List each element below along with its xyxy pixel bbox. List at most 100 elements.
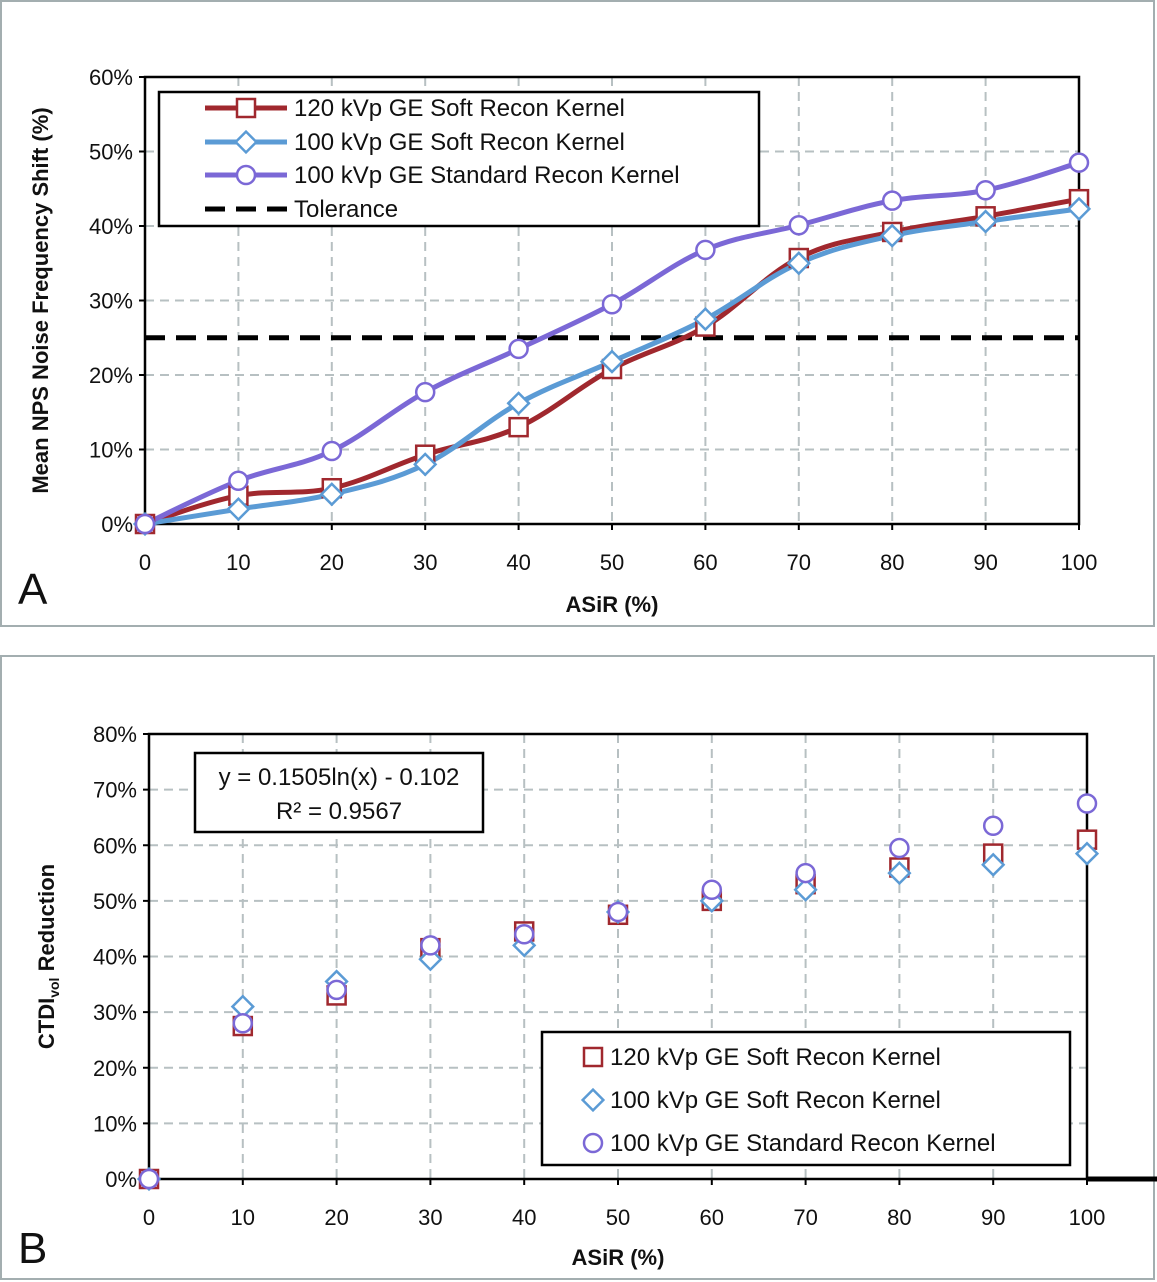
legend-label: 120 kVp GE Soft Recon Kernel [294,95,625,122]
chart-a-y-tick-label: 60% [89,65,133,90]
y-axis-title-main: CTDI [34,998,59,1049]
legend-label: 100 kVp GE Standard Recon Kernel [610,1130,996,1157]
data-point-series-3 [975,179,996,201]
data-point-series-3 [1076,793,1098,814]
chart-a-x-tick-label: 60 [693,550,717,575]
chart-b-svg: 0 10 20 30 40 50 60 70 80 90 100 0% 10% 20% 30% 40% 50% 6… [18,722,1157,1273]
data-point-series-2 [1074,841,1100,866]
chart-b-x-tick-label: 90 [981,1205,1005,1230]
chart-a-x-tick-label: 0 [139,550,151,575]
chart-b-x-tick-label: 50 [606,1205,630,1230]
data-point-series-2 [599,349,625,374]
data-point-series-2 [880,223,905,248]
data-point-series-3 [321,440,343,462]
chart-b-y-tick-label: 80% [93,722,137,747]
data-point-series-2 [793,877,818,902]
data-point-series-2 [506,391,531,416]
data-point-series-3 [513,924,535,945]
data-point-series-3 [326,979,347,1001]
data-point-series-3 [701,879,723,900]
data-point-series-2 [973,209,998,234]
data-point-series-3 [695,239,716,261]
chart-b-y-tick-label: 40% [93,945,137,970]
data-point-series-3 [881,190,903,211]
chart-b-y-tick-label: 30% [93,1000,137,1025]
chart-b-x-tick-label: 40 [512,1205,536,1230]
chart-b-x-tick-label: 100 [1069,1205,1106,1230]
data-point-series-3 [982,815,1004,837]
chart-panel-b: 0 10 20 30 40 50 60 70 80 90 100 0% 10% 20% 30% 40% 50% 6… [0,655,1157,1280]
chart-a-x-tick-label: 80 [880,550,904,575]
data-point-series-3 [601,293,623,315]
chart-a-x-tick-label: 70 [787,550,811,575]
legend-marker-3 [582,1132,604,1154]
chart-b-y-tick-label: 50% [93,889,137,914]
data-point-series-3 [138,1168,160,1190]
trendline-equation-box [193,751,485,834]
data-point-series-2 [981,852,1006,877]
y-axis-title-rest: Reduction [34,864,59,978]
legend-box-b [540,1030,1072,1167]
data-point-series-3 [414,381,436,403]
legend-label: 120 kVp GE Soft Recon Kernel [610,1044,941,1071]
chart-b-x-tick-label: 0 [143,1205,155,1230]
data-point-series-3 [420,935,441,956]
chart-a-x-tick-label: 90 [973,550,997,575]
chart-a-x-tick-label: 50 [600,550,624,575]
data-point-series-2 [319,482,344,507]
data-point-series-2 [226,496,251,522]
data-point-series-3 [232,1013,254,1034]
legend-label: 100 kVp GE Soft Recon Kernel [610,1087,941,1114]
y-axis-title-subscript: vol [46,978,62,998]
trendline-equation: y = 0.1505ln(x) - 0.102 [219,764,460,791]
data-point-series-3 [607,901,629,923]
x-axis-title-a: ASiR (%) [566,592,659,617]
chart-b-y-tick-label: 60% [93,833,137,858]
chart-a-x-tick-label: 100 [1061,550,1098,575]
chart-b-y-tick-label: 10% [93,1111,137,1136]
chart-a-x-tick-label: 40 [506,550,530,575]
legend-label: Tolerance [294,196,398,223]
chart-a-y-tick-label: 50% [89,140,133,165]
chart-a-y-tick-label: 30% [89,289,133,314]
chart-a-svg: 0 10 20 30 40 50 60 70 80 90 100 0% 10% 20% 30% 40% 50% 6… [18,65,1098,617]
y-axis-title-a: Mean NPS Noise Frequency Shift (%) [28,107,53,493]
data-point-series-3 [1068,152,1090,173]
legend-label: 100 kVp GE Standard Recon Kernel [294,162,680,189]
chart-b-x-tick-label: 80 [887,1205,911,1230]
legend-marker-1 [582,1046,604,1068]
data-point-series-2 [887,860,912,886]
chart-a-y-tick-label: 10% [89,438,133,463]
legend-marker-1 [235,97,257,119]
chart-a-x-tick-label: 10 [226,550,250,575]
chart-a-x-tick-label: 20 [320,550,344,575]
data-point-series-3 [508,338,529,360]
data-point-series-3 [134,513,156,535]
data-point-series-3 [889,837,910,859]
data-point-series-3 [228,470,249,492]
legend-marker-2 [580,1087,606,1113]
chart-b-x-tick-label: 10 [231,1205,255,1230]
data-point-series-3 [795,862,816,884]
chart-a-y-tick-label: 0% [101,512,133,537]
chart-panel-a: 0 10 20 30 40 50 60 70 80 90 100 0% 10% 20% 30% 40% 50% 6… [0,0,1155,627]
chart-b-y-tick-label: 0% [105,1167,137,1192]
data-point-series-2 [786,251,811,276]
chart-b-x-tick-label: 20 [324,1205,348,1230]
data-point-series-1 [508,416,529,438]
chart-a-y-tick-label: 40% [89,214,133,239]
chart-b-y-tick-label: 20% [93,1056,137,1081]
chart-a-y-tick-label: 20% [89,363,133,388]
legend-marker-2 [233,129,259,155]
chart-b-y-tick-label: 70% [93,778,137,803]
legend-label: 100 kVp GE Soft Recon Kernel [294,129,625,156]
legend-marker-3 [235,164,257,186]
panel-label-a: A [18,565,48,614]
trendline-r-squared: R² = 0.9567 [276,798,402,825]
chart-b-x-tick-label: 30 [418,1205,442,1230]
data-point-series-3 [788,215,810,236]
data-point-series-2 [693,307,718,332]
x-axis-title-b: ASiR (%) [572,1245,665,1270]
data-point-series-2 [1066,196,1092,221]
chart-b-x-tick-label: 70 [793,1205,817,1230]
